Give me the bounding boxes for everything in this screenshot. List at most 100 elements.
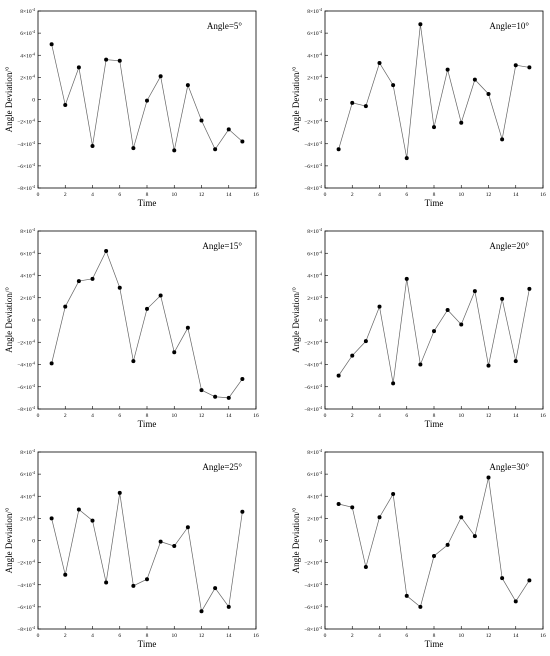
y-tick-label: −4×10-4 (304, 361, 322, 369)
data-point (404, 276, 409, 281)
x-tick-label: 16 (540, 633, 546, 639)
y-tick-exponent: -4 (319, 338, 322, 343)
x-tick-label: 12 (486, 633, 492, 639)
data-point (172, 350, 177, 355)
y-tick-exponent: -4 (32, 559, 35, 564)
y-tick-exponent: -4 (319, 73, 322, 78)
plot-frame (37, 230, 257, 410)
y-tick-label: −2×10-4 (17, 559, 35, 567)
angle-annotation: Angle=10° (489, 21, 529, 31)
data-point (377, 304, 382, 309)
y-tick-exponent: -4 (319, 405, 322, 410)
data-point (145, 98, 149, 103)
y-tick-base: −6 (17, 605, 23, 611)
x-tick-label: 0 (37, 633, 40, 639)
chart-panel-1: 0 2 4 6 8 10 12 14 16 8×10-4 6×10-4 4×10-4 2×10-4 0 −2… (4, 7, 259, 208)
y-tick-exponent: -4 (32, 405, 35, 410)
y-tick-label: −4×10-4 (304, 581, 322, 589)
x-tick-label: 12 (486, 413, 492, 419)
x-tick-label: 6 (118, 633, 121, 639)
y-tick-base: 8 (307, 450, 310, 456)
y-tick-label: 4×10-4 (307, 51, 322, 59)
data-point (445, 307, 450, 312)
y-tick-label: 8×10-4 (307, 448, 322, 456)
y-tick-exponent: -4 (32, 448, 35, 453)
y-tick-label: 2×10-4 (307, 294, 322, 302)
data-point (49, 42, 54, 47)
data-point (404, 593, 409, 598)
data-point (117, 490, 122, 495)
data-point (486, 475, 491, 480)
y-tick-base: 4 (307, 53, 310, 59)
y-tick-label: −6×10-4 (17, 162, 35, 170)
data-point (117, 58, 122, 63)
data-point (391, 381, 396, 386)
data-point (104, 580, 109, 585)
y-tick-base: 2 (20, 75, 23, 81)
x-tick-label: 6 (405, 633, 408, 639)
data-point (513, 599, 518, 604)
y-tick-label: 0 (32, 539, 35, 545)
y-axis-label: Angle Deviation/° (291, 507, 301, 573)
y-tick-base: −6 (17, 385, 23, 391)
x-tick-label: 4 (91, 413, 94, 419)
y-tick-exponent: -4 (319, 184, 322, 189)
x-axis-label: Time (425, 198, 444, 208)
data-point (350, 100, 355, 105)
y-tick-label: 4×10-4 (20, 51, 35, 59)
y-tick-exponent: -4 (319, 7, 322, 12)
y-tick-label: −2×10-4 (304, 118, 322, 126)
y-tick-base: 6 (20, 251, 23, 257)
y-tick-base: 8 (307, 9, 310, 15)
data-point (49, 361, 54, 366)
data-point (213, 586, 218, 591)
x-tick-label: 12 (199, 192, 205, 198)
y-tick-label: −4×10-4 (17, 361, 35, 369)
angle-annotation: Angle=15° (202, 241, 242, 251)
y-tick-base: 2 (20, 296, 23, 302)
y-tick-label: −4×10-4 (304, 140, 322, 148)
data-point (240, 376, 245, 381)
data-point (391, 83, 396, 88)
angle-annotation: Angle=5° (207, 21, 243, 31)
data-point (336, 147, 341, 152)
plot-frame (324, 230, 544, 410)
y-tick-base: 8 (307, 229, 310, 235)
y-tick-base: 2 (307, 516, 310, 522)
y-tick-label: −8×10-4 (304, 625, 322, 633)
y-tick-base: 8 (20, 229, 23, 235)
data-point (418, 362, 423, 367)
y-tick-exponent: -4 (32, 7, 35, 12)
y-tick-exponent: -4 (32, 184, 35, 189)
y-tick-exponent: -4 (32, 227, 35, 232)
plot-frame (37, 451, 257, 630)
x-tick-label: 16 (253, 192, 259, 198)
data-point (49, 516, 54, 521)
y-tick-base: −8 (304, 627, 310, 633)
data-point (377, 60, 382, 65)
y-tick-label: 0 (319, 98, 322, 104)
angle-annotation: Angle=20° (489, 241, 529, 251)
x-tick-label: 10 (459, 192, 465, 198)
y-tick-base: −6 (304, 605, 310, 611)
x-tick-label: 12 (199, 633, 205, 639)
data-point (472, 534, 477, 539)
data-point (513, 63, 518, 68)
data-point (500, 296, 505, 301)
y-tick-exponent: -4 (32, 118, 35, 123)
data-point (527, 578, 532, 583)
y-tick-base: 4 (20, 494, 23, 500)
y-tick-exponent: -4 (319, 625, 322, 630)
y-tick-exponent: -4 (32, 249, 35, 254)
y-tick-label: −8×10-4 (304, 184, 322, 192)
y-tick-base: 4 (307, 494, 310, 500)
y-tick-label: 6×10-4 (307, 249, 322, 257)
y-tick-base: −8 (304, 407, 310, 413)
data-point (226, 604, 231, 609)
data-point (90, 143, 95, 148)
y-tick-base: 6 (307, 472, 310, 478)
y-tick-base: −8 (17, 407, 23, 413)
x-tick-label: 16 (253, 633, 259, 639)
y-tick-base: 2 (307, 75, 310, 81)
